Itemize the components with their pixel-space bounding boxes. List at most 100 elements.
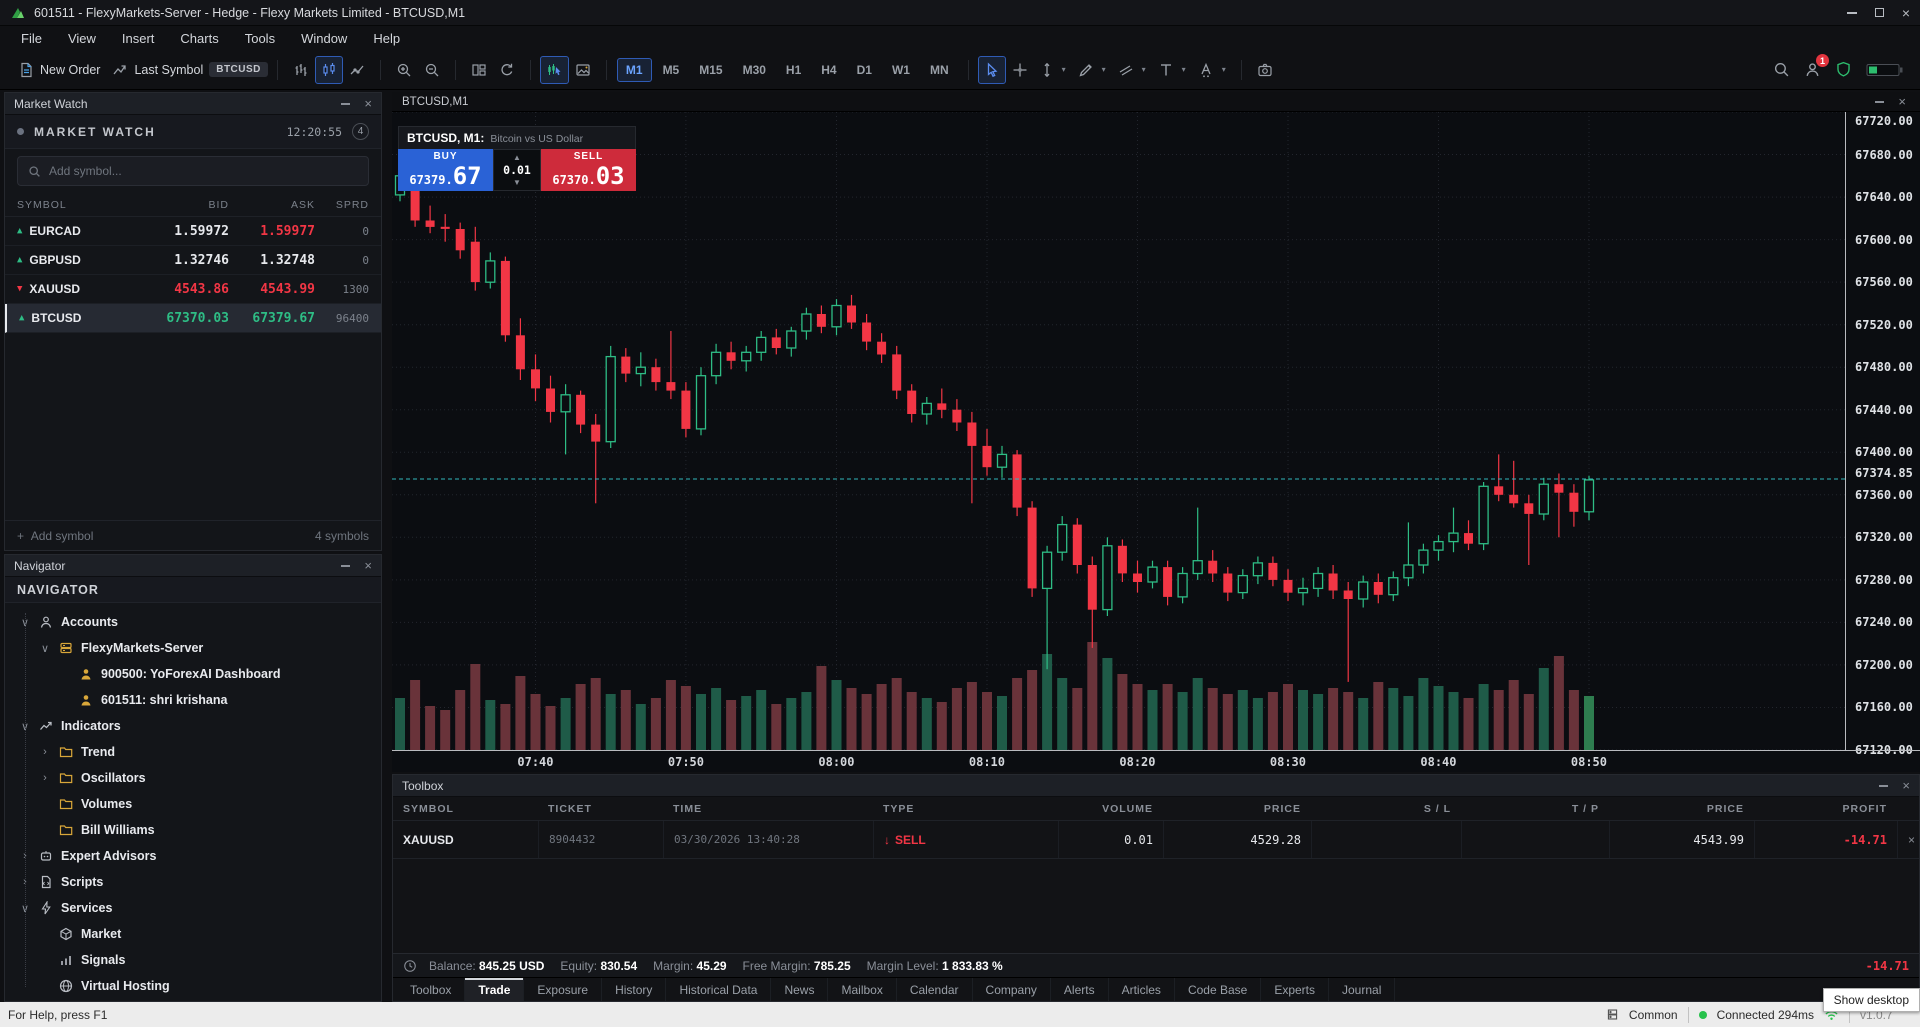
line-chart-mode-button[interactable] (343, 56, 371, 84)
nav-item-trend[interactable]: › Trend (5, 739, 381, 765)
tab-journal[interactable]: Journal (1329, 978, 1396, 1001)
timeframe-d1[interactable]: D1 (856, 62, 872, 77)
chevron-down-icon[interactable]: ▾ (1181, 65, 1186, 74)
add-symbol-searchbox[interactable] (17, 156, 369, 186)
chart-tab-btcusd-m1[interactable]: BTCUSD,M1 (402, 95, 469, 108)
column-header-sl[interactable]: S / L (1423, 802, 1451, 815)
time-tick[interactable]: 07:40 (517, 755, 554, 769)
tab-news[interactable]: News (771, 978, 829, 1001)
column-header-symbol[interactable]: SYMBOL (403, 802, 454, 815)
tile-windows-button[interactable] (465, 56, 493, 84)
zoom-in-button[interactable] (390, 56, 418, 84)
menu-item-insert[interactable]: Insert (121, 30, 155, 46)
chevron-right-icon[interactable]: › (23, 876, 27, 888)
market-row-btcusd[interactable]: ▲ BTCUSD 67370.03 67379.67 96400 (5, 304, 381, 333)
tab-company[interactable]: Company (973, 978, 1051, 1001)
nav-item-accounts[interactable]: ∨ Accounts (5, 609, 381, 635)
tab-alerts[interactable]: Alerts (1051, 978, 1109, 1001)
column-header-price[interactable]: PRICE (1263, 802, 1301, 815)
close-position-icon[interactable]: × (1897, 821, 1920, 858)
close-icon[interactable]: × (1902, 778, 1910, 793)
timeframe-h4[interactable]: H4 (821, 62, 837, 77)
menu-item-window[interactable]: Window (301, 30, 348, 46)
nav-item-volumes[interactable]: Volumes (5, 791, 381, 817)
chevron-down-icon[interactable]: ▾ (1221, 65, 1226, 74)
search-icon[interactable] (1773, 61, 1790, 78)
chevron-right-icon[interactable]: › (43, 746, 47, 758)
time-tick[interactable]: 08:10 (968, 755, 1005, 769)
arrows-tool-button[interactable]: ▾ (1192, 56, 1232, 84)
minimize-icon[interactable] (341, 564, 351, 567)
chevron-down-icon[interactable]: ▾ (1141, 65, 1146, 74)
common-status[interactable]: Common (1628, 1007, 1678, 1022)
chevron-down-icon[interactable]: ∨ (40, 642, 50, 655)
column-header-tp[interactable]: T / P (1571, 802, 1599, 815)
volume-value[interactable]: 0.01 (503, 163, 531, 177)
tab-history[interactable]: History (602, 978, 667, 1001)
nav-item-900500-yoforexai-dashboard[interactable]: 900500: YoForexAI Dashboard (5, 661, 381, 687)
tab-code-base[interactable]: Code Base (1175, 978, 1262, 1001)
timeframe-m15[interactable]: M15 (699, 62, 723, 77)
cursor-tool-button[interactable] (977, 55, 1006, 84)
account-icon[interactable]: 1 (1804, 54, 1829, 78)
shield-icon[interactable] (1835, 61, 1852, 78)
nav-item-scripts[interactable]: › Scripts (5, 869, 381, 895)
trendline-tool-button[interactable]: ▾ (1072, 56, 1112, 84)
close-icon[interactable]: × (1898, 94, 1906, 109)
last-symbol-badge[interactable]: BTCUSD (209, 62, 268, 77)
tab-experts[interactable]: Experts (1261, 978, 1329, 1001)
menu-item-help[interactable]: Help (373, 30, 401, 46)
market-row-eurcad[interactable]: ▲ EURCAD 1.59972 1.59977 0 (5, 217, 381, 246)
timeframe-m5[interactable]: M5 (662, 62, 680, 77)
channel-tool-button[interactable]: ▾ (1112, 56, 1152, 84)
nav-item-bill-williams[interactable]: Bill Williams (5, 817, 381, 843)
close-icon[interactable]: × (364, 558, 372, 573)
nav-item-indicators[interactable]: ∨ Indicators (5, 713, 381, 739)
indicator-window-button[interactable] (539, 55, 569, 84)
time-axis[interactable]: 07:40 07:50 08:00 08:10 08:20 08:30 08:40 08:50 (392, 750, 1920, 772)
timeframe-h1[interactable]: H1 (785, 62, 802, 77)
timeframe-mn[interactable]: MN (929, 62, 949, 77)
close-icon[interactable]: × (364, 96, 372, 111)
camera-button[interactable] (1251, 56, 1279, 84)
connection-status[interactable]: Connected 294ms (1716, 1007, 1814, 1022)
minimize-icon[interactable] (1879, 784, 1889, 787)
time-tick[interactable]: 07:50 (667, 755, 704, 769)
chevron-down-icon[interactable]: ▾ (1101, 65, 1106, 74)
time-tick[interactable]: 08:00 (818, 755, 855, 769)
position-row[interactable]: XAUUSD 8904432 03/30/2026 13:40:28 ↓ SELL 0.0… (393, 821, 1919, 859)
refresh-button[interactable] (493, 56, 521, 84)
column-header-price_current[interactable]: PRICE (1706, 802, 1744, 815)
zoom-out-button[interactable] (418, 56, 446, 84)
nav-item-market[interactable]: Market (5, 921, 381, 947)
bar-chart-mode-button[interactable] (287, 56, 315, 84)
time-tick[interactable]: 08:40 (1420, 755, 1457, 769)
chevron-down-icon[interactable]: ▾ (1061, 65, 1066, 74)
nav-item-601511-shri-krishana[interactable]: 601511: shri krishana (5, 687, 381, 713)
tab-toolbox[interactable]: Toolbox (397, 978, 466, 1001)
add-symbol-input[interactable] (49, 164, 358, 178)
tab-historical-data[interactable]: Historical Data (666, 978, 772, 1001)
notification-badge[interactable]: 1 (1816, 54, 1829, 67)
maximize-button[interactable] (1874, 8, 1884, 17)
timeframe-m1[interactable]: M1 (616, 57, 652, 82)
nav-item-virtual-hosting[interactable]: Virtual Hosting (5, 973, 381, 999)
tab-articles[interactable]: Articles (1109, 978, 1175, 1001)
menu-item-file[interactable]: File (21, 30, 42, 46)
menu-item-view[interactable]: View (67, 30, 96, 46)
volume-up-icon[interactable]: ▲ (513, 153, 521, 162)
minimize-icon[interactable] (341, 102, 351, 105)
minimize-icon[interactable] (1875, 100, 1885, 103)
chevron-right-icon[interactable]: › (23, 850, 27, 862)
sell-button[interactable]: SELL 67370. 03 (541, 149, 636, 191)
chevron-right-icon[interactable]: › (43, 772, 47, 784)
timeframe-m30[interactable]: M30 (742, 62, 766, 77)
close-button[interactable]: × (1901, 4, 1910, 21)
menu-item-charts[interactable]: Charts (180, 30, 219, 46)
time-tick[interactable]: 08:20 (1119, 755, 1156, 769)
column-header-profit[interactable]: PROFIT (1842, 802, 1887, 815)
nav-item-oscillators[interactable]: › Oscillators (5, 765, 381, 791)
candlestick-mode-button[interactable] (314, 55, 343, 84)
last-symbol-button[interactable]: Last Symbol (106, 56, 209, 84)
add-symbol-button[interactable]: + Add symbol (17, 528, 94, 543)
